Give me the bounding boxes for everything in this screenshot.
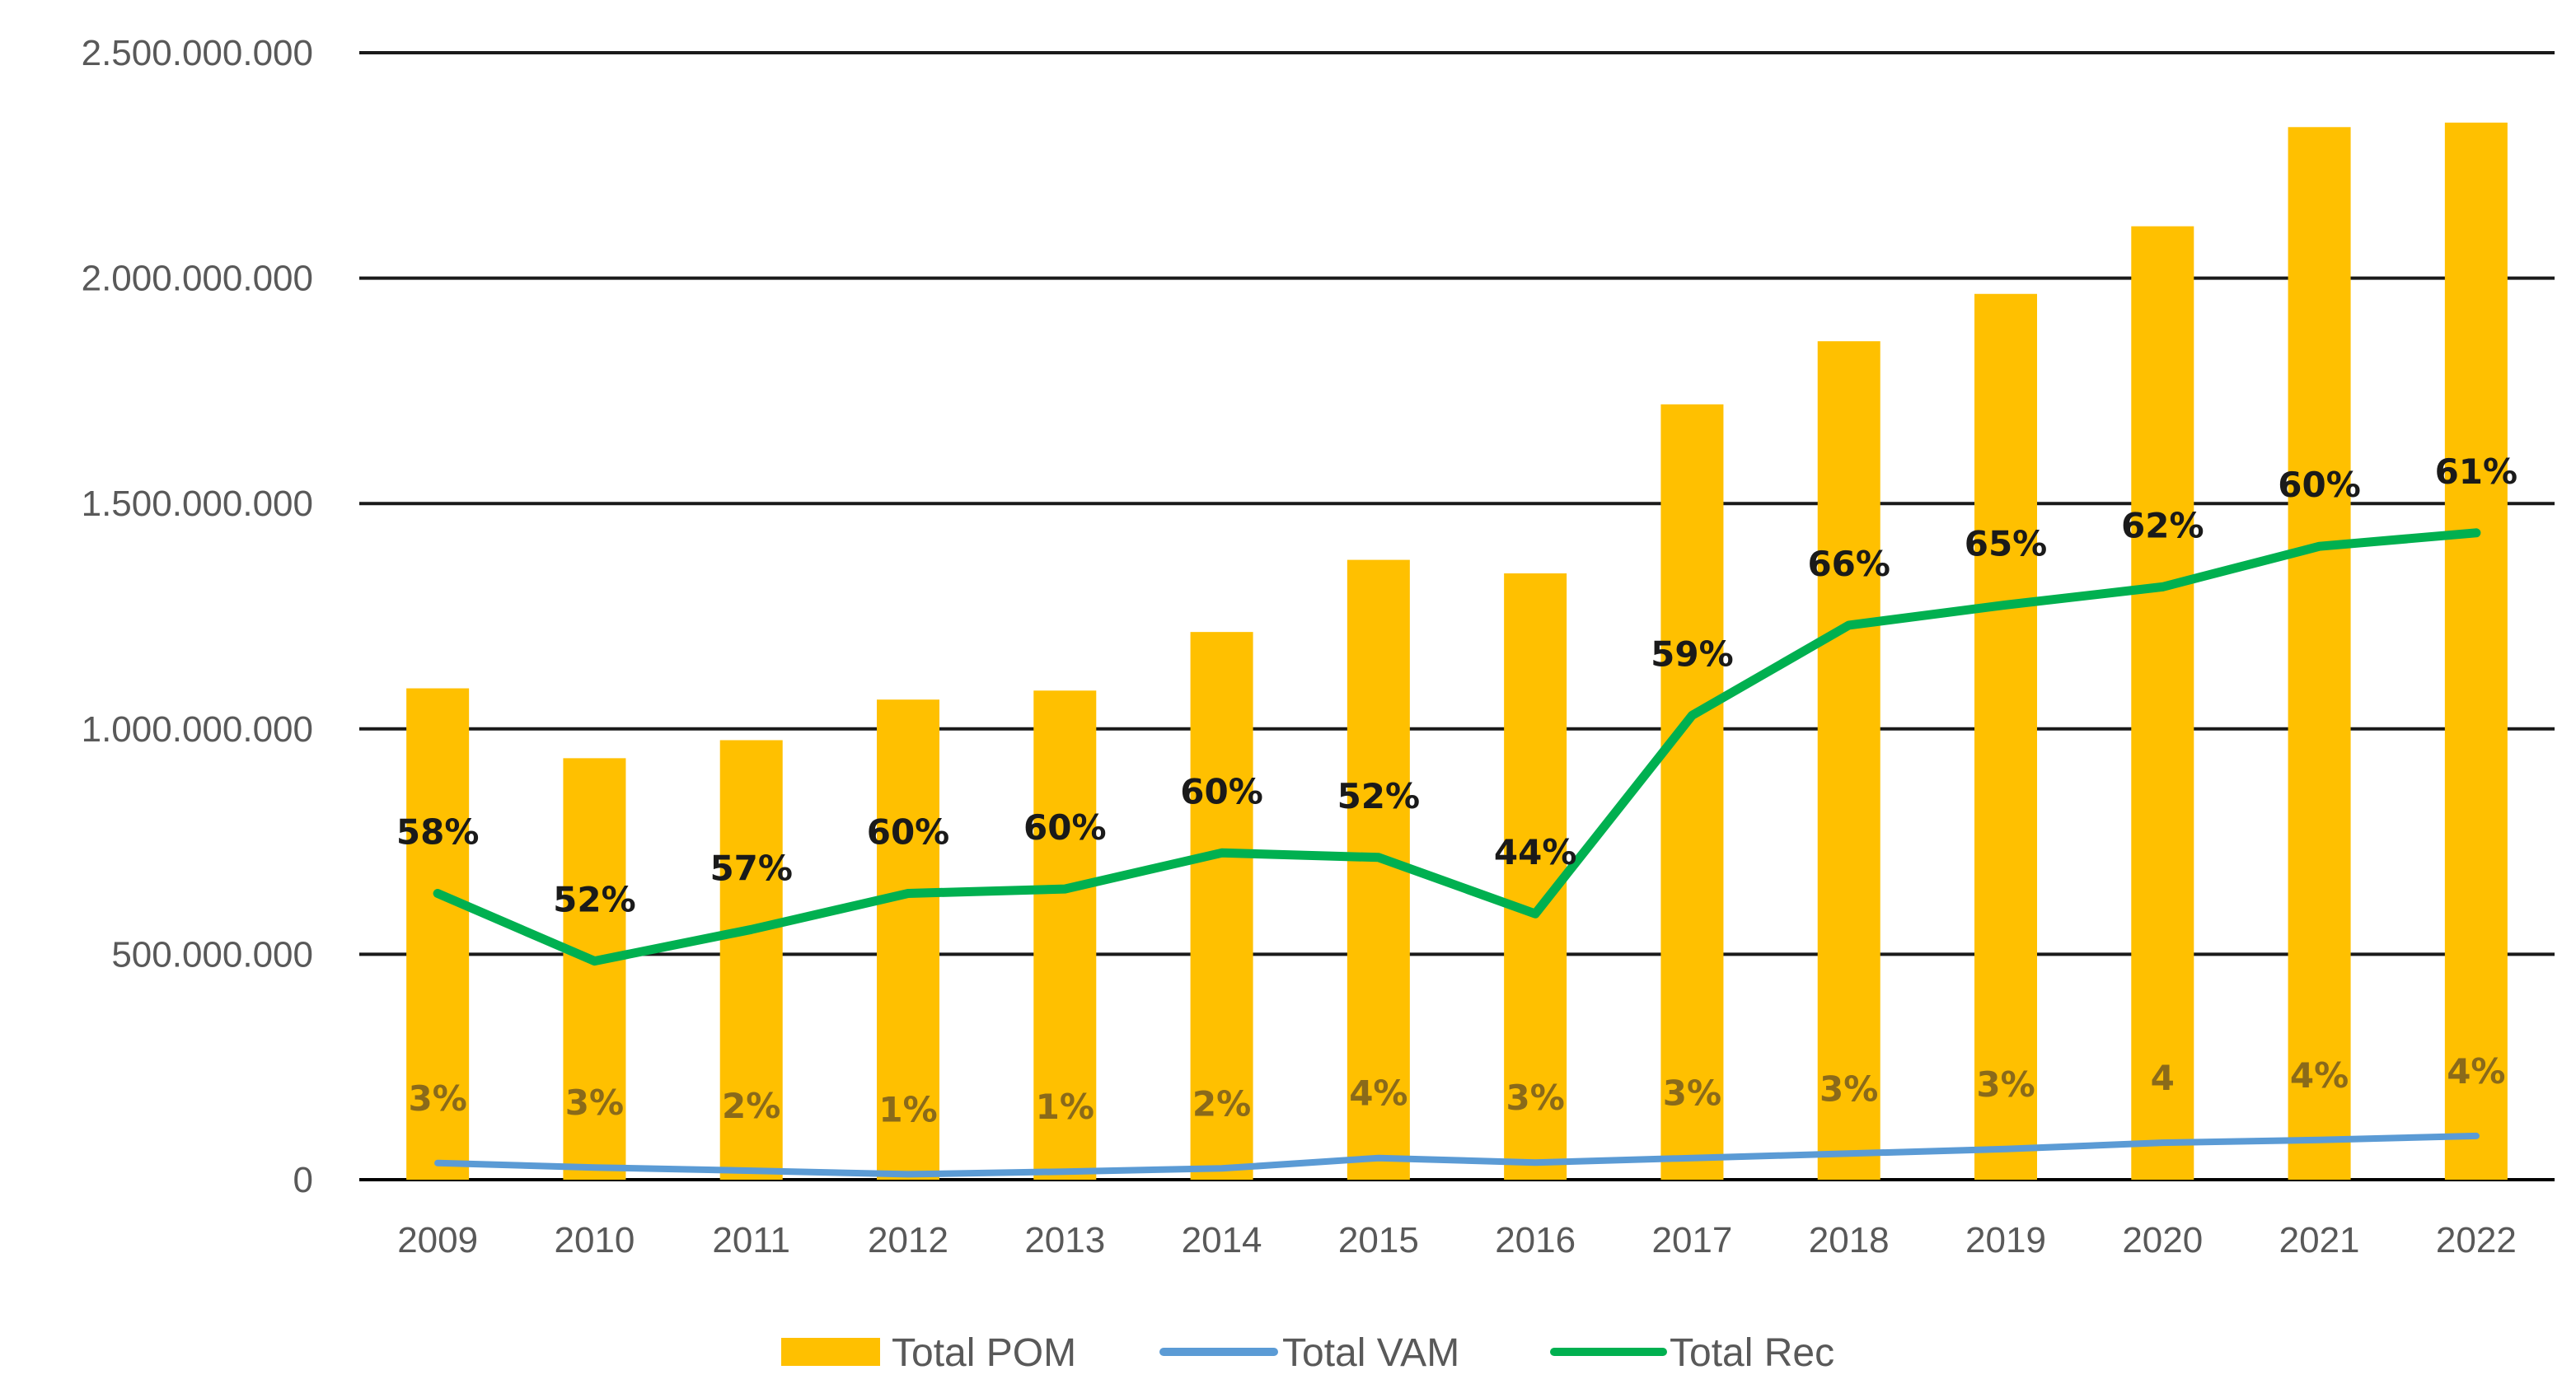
bar-total-pom-2009 [406, 688, 470, 1180]
x-axis-tick-labels: 2009 2010 2011 2012 2013 2014 2015 2016 2017 2018… [397, 1220, 2517, 1260]
data-label-total-rec: 61% [2435, 451, 2518, 492]
line-total-rec [433, 528, 2481, 966]
bar-total-pom-2020 [2131, 226, 2194, 1180]
y-tick-label: 2.500.000.000 [82, 33, 313, 73]
data-label-total-vam: 4% [1349, 1073, 1407, 1114]
bar-total-pom-2011 [719, 740, 783, 1180]
y-tick-label: 1.000.000.000 [82, 709, 313, 750]
bar-total-pom-2019 [1974, 293, 2037, 1181]
legend-item-total-pom: Total POM [781, 1331, 1076, 1375]
data-label-total-rec: 62% [2121, 505, 2204, 545]
bar-total-pom-2013 [1033, 690, 1097, 1180]
legend-label-total-pom: Total POM [892, 1331, 1076, 1375]
pom-bars [406, 122, 2508, 1181]
data-label-total-vam: 3% [1820, 1068, 1878, 1109]
bar-total-pom-2015 [1347, 559, 1410, 1180]
data-label-total-vam: 3% [565, 1082, 624, 1123]
data-labels: 3% 3% 2% 1% 1% 2% 4% 3% 3% 3% 3% 4 4% 4%58%52%57%60% 6… [396, 451, 2517, 1130]
data-label-total-rec: 60% [867, 812, 950, 853]
gridlines [359, 51, 2555, 1181]
y-axis-tick-labels: 0 500.000.000 1.000.000.000 1.500.000.000 2.… [82, 33, 313, 1200]
data-label-total-vam: 4 [2151, 1058, 2175, 1098]
x-tick-label: 2014 [1182, 1220, 1262, 1260]
y-tick-label: 2.000.000.000 [82, 259, 313, 299]
bar-total-pom-2010 [563, 758, 626, 1180]
legend-swatch-total-pom [781, 1338, 880, 1366]
bar-total-pom-2021 [2288, 127, 2351, 1181]
bar-total-pom-2017 [1660, 404, 1724, 1180]
y-tick-label: 0 [293, 1160, 313, 1200]
data-label-total-rec: 60% [2278, 465, 2361, 505]
data-label-total-rec: 57% [710, 848, 793, 888]
bar-total-pom-2016 [1504, 573, 1567, 1180]
bar-total-pom-2022 [2444, 122, 2508, 1180]
x-tick-label: 2019 [1965, 1220, 2046, 1260]
data-label-total-rec: 60% [1180, 771, 1263, 811]
data-label-total-rec: 60% [1023, 807, 1107, 848]
x-tick-label: 2009 [397, 1220, 478, 1260]
line-total-vam [434, 1132, 2480, 1178]
data-label-total-vam: 2% [1192, 1083, 1251, 1124]
x-tick-label: 2015 [1338, 1220, 1419, 1260]
data-label-total-vam: 2% [722, 1086, 780, 1126]
legend: Total POM Total VAM Total Rec [781, 1331, 1834, 1375]
data-label-total-rec: 44% [1494, 832, 1577, 872]
x-tick-label: 2017 [1651, 1220, 1732, 1260]
data-label-total-vam: 3% [1506, 1078, 1564, 1118]
data-label-total-rec: 65% [1965, 523, 2048, 563]
legend-label-total-rec: Total Rec [1670, 1331, 1834, 1375]
bar-total-pom-2012 [877, 699, 939, 1180]
data-label-total-rec: 52% [553, 880, 636, 920]
data-label-total-rec: 58% [396, 812, 480, 853]
x-tick-label: 2020 [2122, 1220, 2203, 1260]
series-lines [433, 528, 2481, 1178]
x-tick-label: 2013 [1024, 1220, 1105, 1260]
data-label-total-vam: 1% [878, 1089, 937, 1129]
bar-total-pom-2018 [1817, 341, 1880, 1180]
data-label-total-rec: 59% [1651, 634, 1734, 674]
x-tick-label: 2010 [554, 1220, 635, 1260]
y-tick-label: 500.000.000 [111, 934, 313, 975]
y-tick-label: 1.500.000.000 [82, 484, 313, 524]
bar-total-pom-2014 [1190, 632, 1253, 1180]
x-tick-label: 2018 [1809, 1220, 1890, 1260]
data-label-total-vam: 3% [1976, 1064, 2035, 1105]
legend-item-total-rec: Total Rec [1550, 1331, 1834, 1375]
x-tick-label: 2022 [2436, 1220, 2517, 1260]
legend-label-total-vam: Total VAM [1282, 1331, 1459, 1375]
legend-item-total-vam: Total VAM [1159, 1331, 1459, 1375]
data-label-total-vam: 3% [1663, 1073, 1721, 1114]
x-tick-label: 2012 [868, 1220, 948, 1260]
x-tick-label: 2011 [712, 1220, 790, 1260]
data-label-total-vam: 4% [2290, 1055, 2349, 1096]
x-tick-label: 2016 [1495, 1220, 1576, 1260]
data-label-total-vam: 1% [1036, 1087, 1094, 1127]
data-label-total-rec: 52% [1337, 776, 1421, 816]
data-label-total-vam: 4% [2447, 1051, 2505, 1092]
data-label-total-vam: 3% [408, 1078, 466, 1119]
data-label-total-rec: 66% [1807, 544, 1890, 584]
x-tick-label: 2021 [2279, 1220, 2360, 1260]
